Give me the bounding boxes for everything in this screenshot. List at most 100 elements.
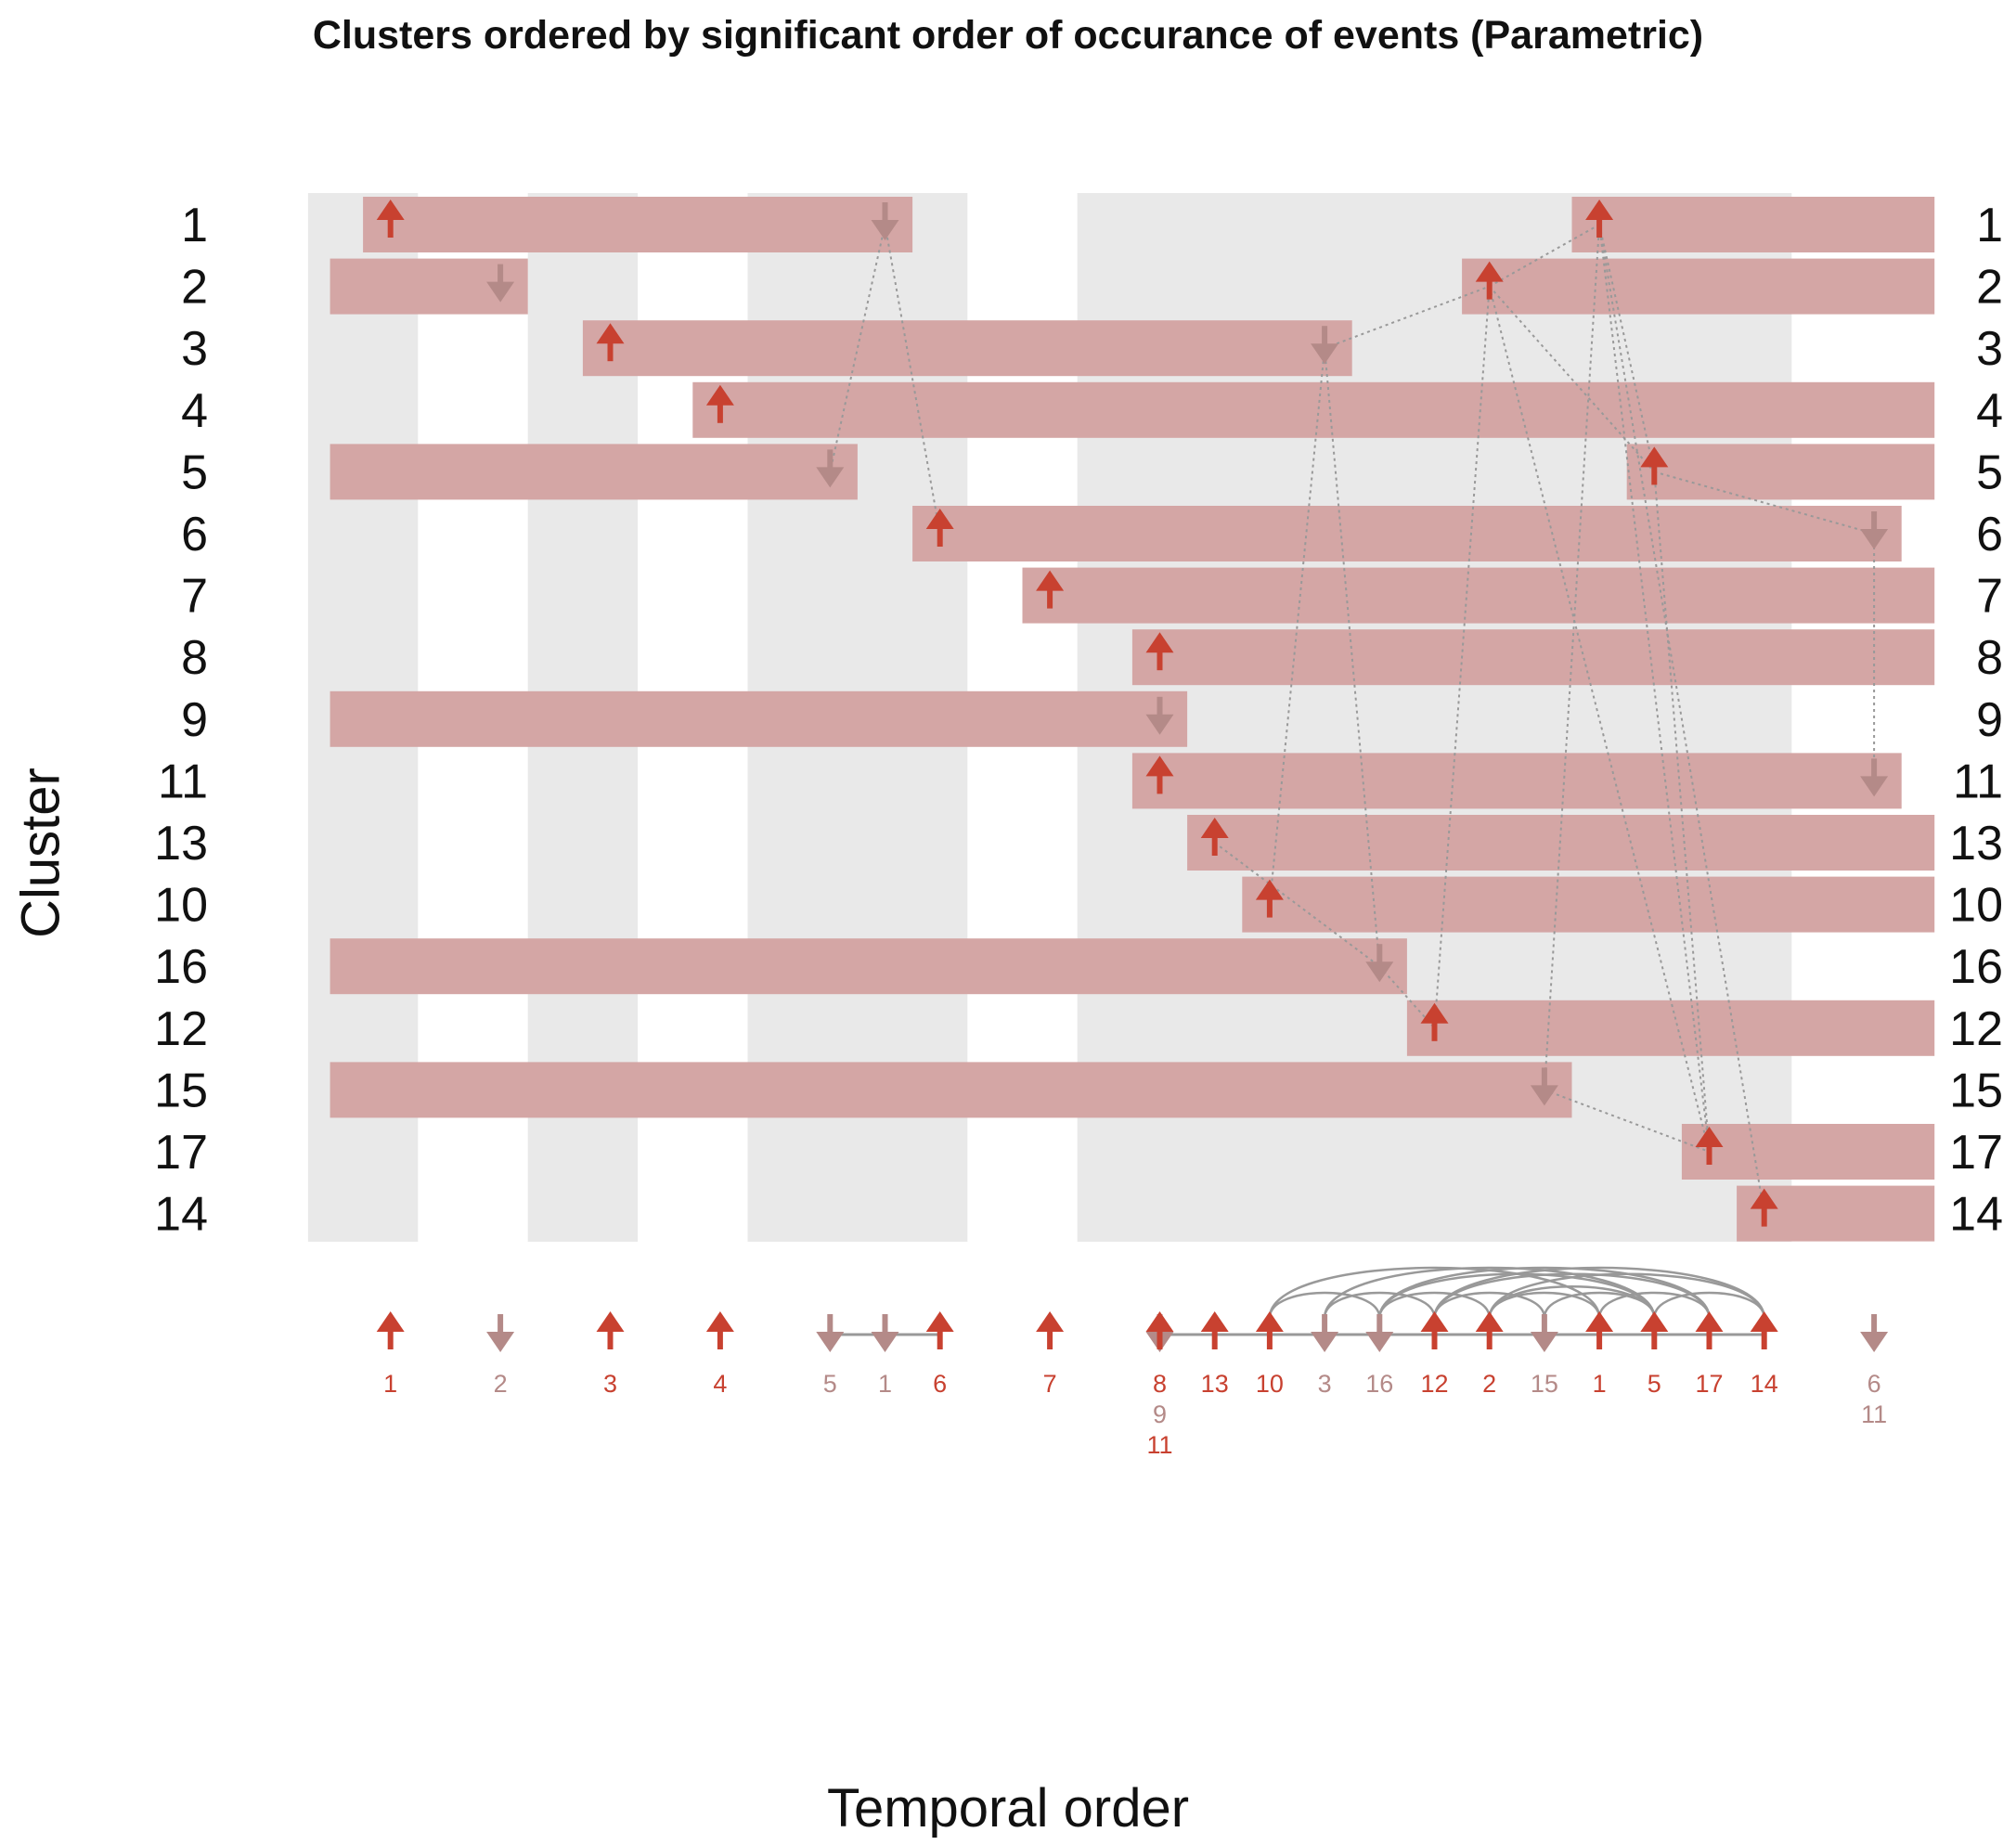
down-arrow-icon: [1365, 944, 1394, 983]
y-tick-label: 13: [154, 817, 208, 871]
arrow-shaft: [1322, 326, 1328, 345]
down-arrow-icon: [1311, 1314, 1339, 1352]
arrow-head: [1311, 1332, 1339, 1352]
arrow-head: [1420, 1002, 1449, 1024]
y-tick-label: 3: [181, 322, 208, 376]
arrow-shaft: [1871, 511, 1878, 530]
arrow-shaft: [717, 1331, 723, 1349]
y-tick-label: 14: [154, 1188, 208, 1242]
up-arrow-icon: [1640, 1311, 1669, 1349]
arrow-head: [705, 384, 734, 406]
arrow-shaft: [1322, 1314, 1328, 1333]
timeline-event-label: 3: [1318, 1370, 1332, 1398]
down-arrow-icon: [486, 1314, 515, 1352]
y-tick-label: 9: [181, 693, 208, 747]
down-arrow-icon: [1311, 326, 1339, 365]
arrow-shaft: [498, 1314, 504, 1333]
arrow-shaft: [1486, 280, 1493, 300]
timeline-arc: [1433, 1272, 1711, 1319]
timeline-event-label: 1: [878, 1370, 892, 1398]
arrow-head: [486, 1332, 515, 1352]
arrow-head: [1145, 632, 1174, 653]
y-tick-label: 4: [1976, 384, 2003, 438]
arrow-shaft: [1761, 1331, 1767, 1349]
up-arrow-icon: [1695, 1311, 1724, 1349]
up-arrow-icon: [705, 384, 734, 423]
arrow-shaft: [1047, 589, 1053, 609]
arrow-shaft: [1157, 775, 1163, 794]
timeline-event-label: 2: [1482, 1370, 1496, 1398]
up-arrow-icon: [1640, 446, 1669, 485]
arrow-head: [596, 323, 625, 344]
up-arrow-icon: [1036, 570, 1065, 609]
up-arrow-icon: [1420, 1311, 1449, 1349]
timeline-event-label: 10: [1256, 1370, 1284, 1398]
arrow-shaft: [498, 264, 504, 283]
arrow-head: [816, 1332, 845, 1352]
y-tick-label: 15: [154, 1064, 208, 1117]
cluster-bar: [1681, 1124, 1935, 1180]
arrow-head: [1860, 776, 1889, 797]
up-arrow-icon: [1475, 1311, 1504, 1349]
down-arrow-icon: [1860, 758, 1889, 797]
up-arrow-icon: [925, 1311, 954, 1349]
arrow-head: [1695, 1311, 1724, 1332]
arrow-shaft: [1541, 1314, 1547, 1333]
chart-title: Clusters ordered by significant order of…: [312, 13, 1704, 58]
cluster-bars: [330, 197, 1935, 1242]
arrow-head: [705, 1311, 734, 1332]
timeline-event-label: 5: [823, 1370, 837, 1398]
up-arrow-icon: [1145, 632, 1174, 671]
arrow-head: [1860, 1332, 1889, 1352]
timeline-event-label: 4: [713, 1370, 727, 1398]
down-arrow-icon: [816, 1314, 845, 1352]
dependency-link: [1488, 285, 1656, 473]
timeline-event-label: 13: [1201, 1370, 1229, 1398]
y-tick-label: 8: [1976, 631, 2003, 685]
cluster-bar: [363, 197, 913, 252]
y-tick-label: 11: [158, 755, 208, 808]
x-axis-title: Temporal order: [826, 1778, 1190, 1839]
y-tick-label: 2: [1976, 261, 2003, 315]
timeline-arc: [1378, 1272, 1656, 1319]
y-tick-label: 12: [1949, 1002, 2003, 1056]
arrow-shaft: [1157, 1331, 1163, 1349]
arrow-head: [925, 1311, 954, 1332]
arrow-shaft: [1376, 1314, 1383, 1333]
arrow-shaft: [1871, 1314, 1878, 1333]
arrow-head: [1585, 1311, 1614, 1332]
y-tick-label: 6: [181, 508, 208, 561]
up-arrow-icon: [1750, 1188, 1778, 1227]
y-tick-label: 16: [154, 940, 208, 994]
up-arrow-icon: [1585, 200, 1614, 238]
arrow-head: [1311, 343, 1339, 365]
timeline-event-label: 14: [1751, 1370, 1778, 1398]
arrow-shaft: [882, 1314, 888, 1333]
down-arrow-icon: [871, 202, 899, 240]
up-arrow-icon: [1145, 755, 1174, 794]
y-tick-label: 2: [181, 261, 208, 315]
down-arrow-icon: [1530, 1067, 1558, 1106]
dependency-link: [1543, 224, 1601, 1090]
arrow-head: [1200, 818, 1229, 838]
arrow-head: [1860, 529, 1889, 549]
dependency-link: [1654, 471, 1875, 535]
down-arrow-icon: [1365, 1314, 1394, 1352]
timeline-event-label: 1: [383, 1370, 397, 1398]
down-arrow-icon: [816, 449, 845, 488]
cluster-bar: [330, 1062, 1572, 1118]
timeline-event-label: 2: [494, 1370, 508, 1398]
y-tick-label: 7: [1976, 570, 2003, 624]
timeline-event-label: 16: [1365, 1370, 1393, 1398]
up-arrow-icon: [1750, 1311, 1778, 1349]
up-arrow-icon: [376, 200, 405, 238]
arrow-head: [1036, 1311, 1065, 1332]
dependency-link: [1268, 348, 1326, 905]
cluster-bar: [1462, 258, 1935, 315]
arrow-shaft: [1157, 652, 1163, 671]
timeline-event-label: 9: [1153, 1400, 1167, 1428]
arrow-shaft: [387, 1331, 394, 1349]
up-arrow-icon: [1145, 1311, 1174, 1349]
cluster-bar: [330, 938, 1407, 995]
